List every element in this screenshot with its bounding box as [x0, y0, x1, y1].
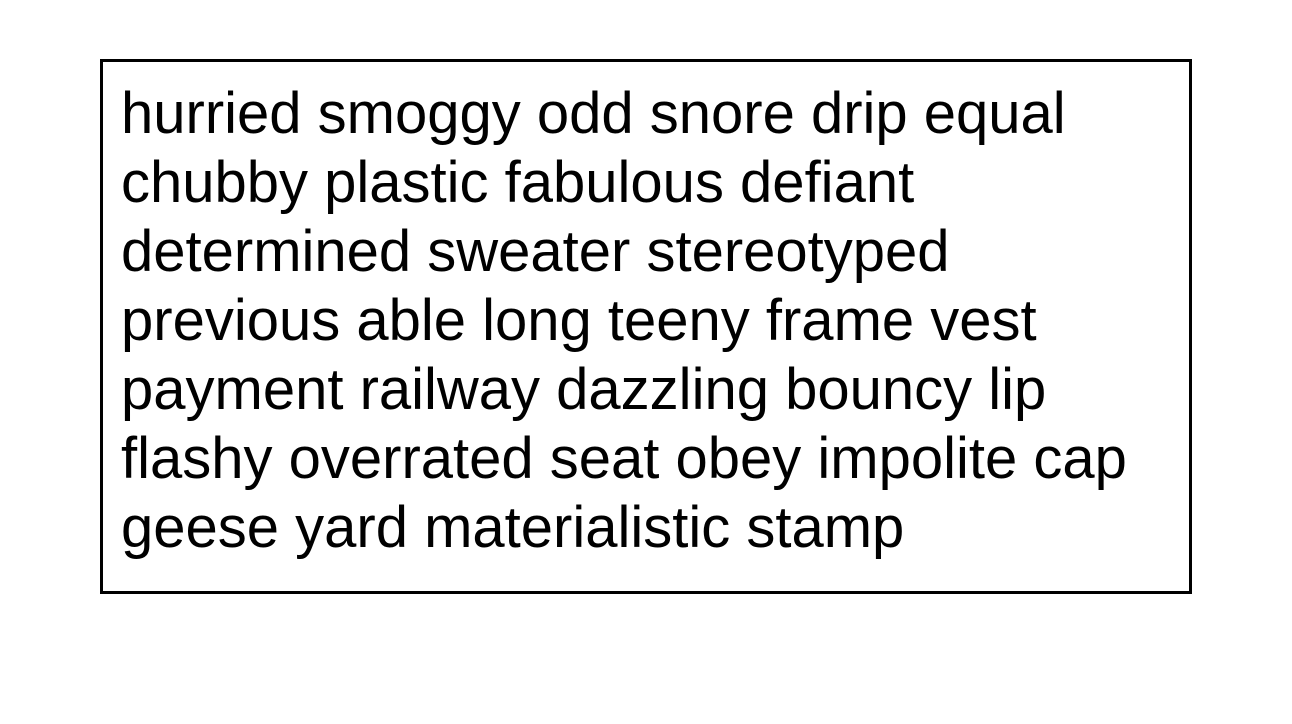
text-line-4: previous able long teeny frame vest [121, 288, 1037, 353]
text-line-3: determined sweater stereotyped [121, 219, 950, 284]
text-line-2: chubby plastic fabulous defiant [121, 150, 915, 215]
text-line-1: hurried smoggy odd snore drip equal [121, 81, 1066, 146]
text-box: hurried smoggy odd snore drip equal chub… [100, 59, 1192, 594]
text-line-7: geese yard materialistic stamp [121, 495, 905, 560]
text-line-5: payment railway dazzling bouncy lip [121, 357, 1047, 422]
text-line-6: flashy overrated seat obey impolite cap [121, 426, 1127, 491]
